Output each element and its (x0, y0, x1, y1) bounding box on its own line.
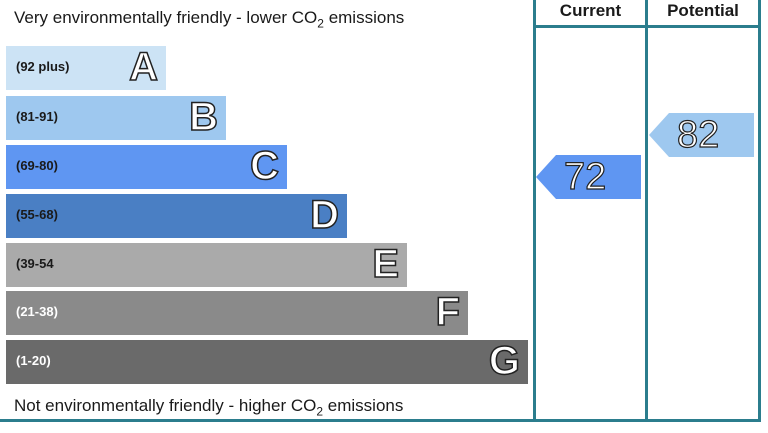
potential-rating-arrow: 82 (649, 113, 754, 157)
band-g: (1-20) G (6, 340, 528, 384)
band-d-letter: D (309, 193, 339, 237)
band-a: (92 plus) A (6, 46, 166, 90)
top-caption: Very environmentally friendly - lower CO… (14, 8, 405, 31)
current-column-right-border (645, 0, 648, 421)
header-bottom-border (533, 25, 761, 28)
band-b-range: (81-91) (16, 109, 58, 124)
band-g-letter: G (488, 339, 521, 383)
band-a-letter: A (128, 45, 158, 89)
band-d-range: (55-68) (16, 207, 58, 222)
potential-column-header: Potential (667, 1, 739, 20)
current-column-header: Current (559, 1, 622, 20)
current-rating-value: 72 (563, 155, 607, 198)
band-f-range: (21-38) (16, 304, 58, 319)
band-e-range: (39-54 (16, 256, 54, 271)
current-column-left-border (533, 0, 536, 421)
band-b-letter: B (188, 95, 218, 139)
bottom-caption: Not environmentally friendly - higher CO… (14, 396, 404, 419)
band-a-range: (92 plus) (16, 59, 70, 74)
potential-column-right-border (758, 0, 761, 421)
band-d: (55-68) D (6, 194, 347, 238)
band-c: (69-80) C (6, 145, 287, 189)
band-f-letter: F (435, 290, 461, 334)
band-f: (21-38) F (6, 291, 468, 335)
potential-arrow-shape (649, 113, 754, 157)
chart-bottom-border (0, 419, 761, 422)
band-c-range: (69-80) (16, 158, 58, 173)
band-g-range: (1-20) (16, 353, 51, 368)
current-arrow-shape (536, 155, 641, 199)
band-c-letter: C (249, 144, 279, 188)
current-rating-arrow: 72 (536, 155, 641, 199)
band-b: (81-91) B (6, 96, 226, 140)
band-e: (39-54 E (6, 243, 407, 287)
band-e-letter: E (372, 242, 400, 286)
potential-rating-value: 82 (676, 113, 720, 156)
